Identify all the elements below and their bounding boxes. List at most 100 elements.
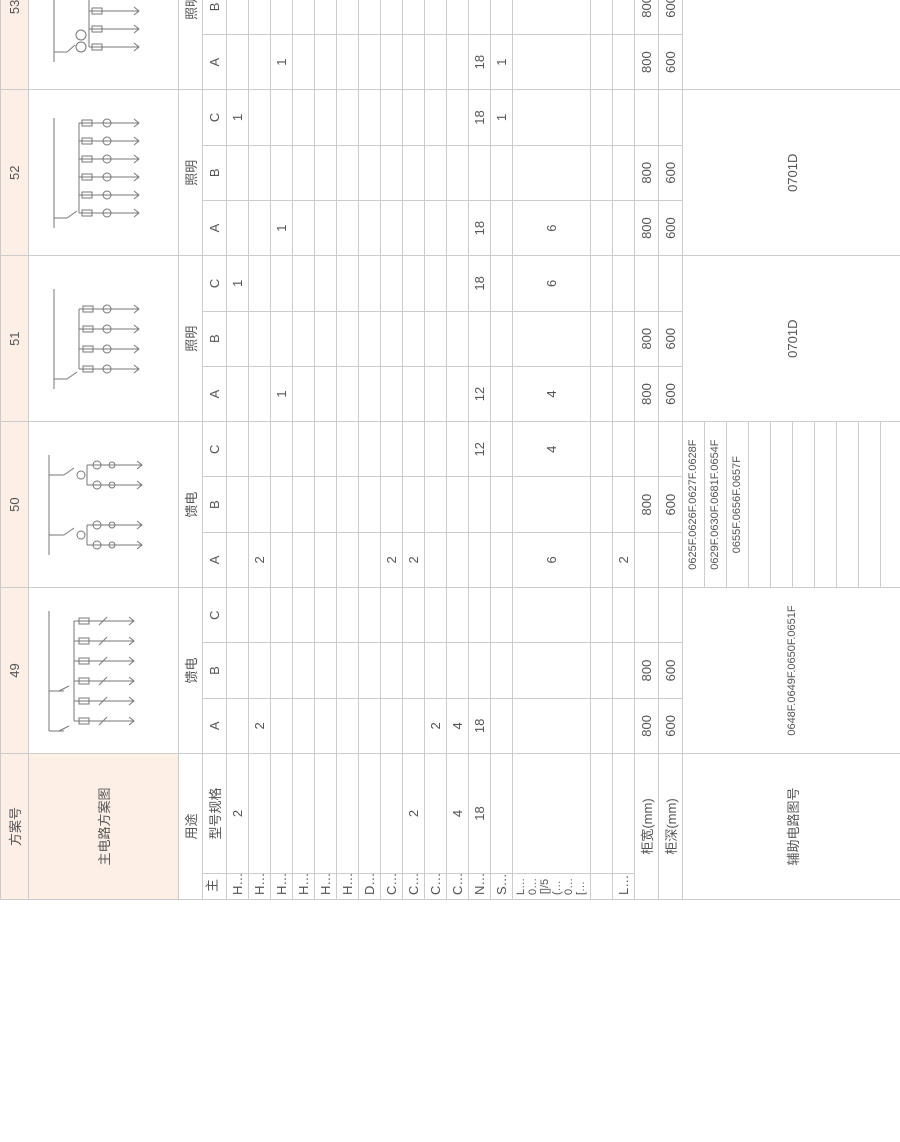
qty-cell	[403, 311, 425, 366]
qty-cell	[271, 698, 293, 753]
usage-row: 用途 馈电 馈电 照明 照明 照明 照明	[179, 0, 203, 900]
cab-width-row: 柜宽(mm) 800800 800 800800 800800 800800 8…	[634, 0, 658, 900]
qty-cell	[491, 200, 513, 255]
part-row: SG-[]11	[491, 0, 513, 900]
qty-cell	[249, 256, 271, 311]
scheme-label: 方案号	[1, 753, 29, 899]
part-name: HD13BX-400/31	[271, 874, 293, 900]
qty-cell: 4	[513, 422, 591, 477]
qty-cell	[612, 35, 634, 90]
qty-cell	[249, 366, 271, 421]
qty-cell	[513, 753, 591, 873]
qty-cell	[590, 643, 612, 698]
qty-cell	[612, 200, 634, 255]
qty-cell	[359, 532, 381, 587]
qty-cell: 2	[227, 753, 249, 873]
qty-cell	[337, 366, 359, 421]
qty-cell	[271, 532, 293, 587]
qty-cell	[612, 643, 634, 698]
qty-cell	[315, 477, 337, 532]
qty-cell	[403, 698, 425, 753]
usage-val: 照明	[179, 90, 203, 256]
qty-cell	[425, 145, 447, 200]
qty-cell	[425, 0, 447, 35]
qty-cell	[491, 0, 513, 35]
qty-cell	[249, 422, 271, 477]
qty-cell	[513, 0, 591, 35]
qty-cell	[447, 145, 469, 200]
qty-cell	[271, 588, 293, 643]
qty-cell	[513, 643, 591, 698]
qty-cell	[590, 422, 612, 477]
qty-cell	[590, 366, 612, 421]
sub-a: A	[203, 200, 227, 255]
scheme-num: 53	[1, 0, 29, 90]
qty-cell	[293, 35, 315, 90]
qty-cell	[425, 477, 447, 532]
qty-cell	[425, 311, 447, 366]
part-row: DZX10-630P/3[]12	[359, 0, 381, 900]
part-name: HG2-160	[337, 874, 359, 900]
qty-cell	[381, 0, 403, 35]
qty-cell	[227, 311, 249, 366]
qty-cell	[293, 0, 315, 35]
qty-cell	[359, 477, 381, 532]
qty-cell	[491, 588, 513, 643]
circuit-diagram-50-icon	[39, 435, 169, 575]
aux-val: 0701D	[682, 90, 900, 256]
qty-cell	[293, 643, 315, 698]
qty-cell	[381, 256, 403, 311]
qty-cell	[359, 145, 381, 200]
qty-cell	[337, 643, 359, 698]
aux-val: 0648F.0649F.0650F.0651F	[682, 588, 900, 754]
qty-cell	[315, 532, 337, 587]
qty-cell	[315, 35, 337, 90]
qty-cell	[612, 0, 634, 35]
qty-cell	[227, 532, 249, 587]
qty-cell	[491, 698, 513, 753]
qty-cell	[590, 588, 612, 643]
part-row: CJ20-63/344	[447, 0, 469, 900]
qty-cell	[513, 588, 591, 643]
qty-cell	[590, 698, 612, 753]
qty-cell	[315, 366, 337, 421]
qty-cell	[612, 366, 634, 421]
part-row: HR5-630/3[]	[293, 0, 315, 900]
circuit-diagram-row: 主电路方案图	[29, 0, 179, 900]
qty-cell	[447, 588, 469, 643]
qty-cell	[612, 311, 634, 366]
qty-cell	[403, 256, 425, 311]
diagram-label: 主电路方案图	[29, 753, 179, 899]
qty-cell	[227, 145, 249, 200]
qty-cell	[315, 90, 337, 145]
sub-c: C	[203, 588, 227, 643]
qty-cell	[513, 90, 591, 145]
qty-cell	[227, 588, 249, 643]
qty-cell	[271, 422, 293, 477]
qty-cell	[249, 145, 271, 200]
qty-cell	[359, 90, 381, 145]
spec-header-row: 主要电器元件 型号规格 A B C A B C A B C A B C A B …	[203, 0, 227, 900]
components-label: 主要电器元件	[203, 874, 227, 900]
qty-cell	[227, 422, 249, 477]
qty-cell	[293, 366, 315, 421]
qty-cell	[271, 90, 293, 145]
qty-cell	[381, 643, 403, 698]
qty-cell	[359, 200, 381, 255]
qty-cell	[337, 698, 359, 753]
part-row: HD13BX-400/31111	[271, 0, 293, 900]
qty-cell: 6	[513, 200, 591, 255]
qty-cell	[249, 35, 271, 90]
part-name: SG-[]	[491, 874, 513, 900]
qty-cell	[315, 422, 337, 477]
qty-cell	[293, 477, 315, 532]
sub-b: B	[203, 643, 227, 698]
qty-cell	[381, 698, 403, 753]
qty-cell	[425, 532, 447, 587]
qty-cell	[381, 200, 403, 255]
scheme-num: 49	[1, 588, 29, 754]
qty-cell	[447, 256, 469, 311]
sub-b: B	[203, 311, 227, 366]
model-spec-label: 型号规格	[203, 753, 227, 873]
sub-b: B	[203, 0, 227, 35]
